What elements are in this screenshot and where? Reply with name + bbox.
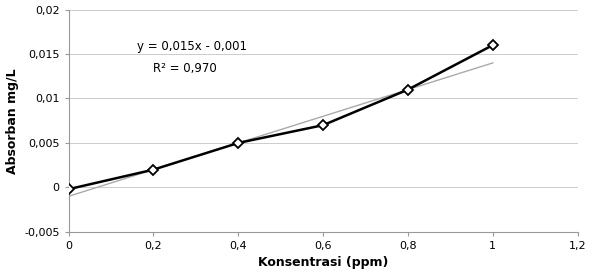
X-axis label: Konsentrasi (ppm): Konsentrasi (ppm) [258, 257, 388, 269]
Y-axis label: Absorban mg/L: Absorban mg/L [5, 68, 18, 174]
Text: y = 0,015x - 0,001: y = 0,015x - 0,001 [137, 40, 246, 53]
Text: R² = 0,970: R² = 0,970 [153, 62, 217, 75]
